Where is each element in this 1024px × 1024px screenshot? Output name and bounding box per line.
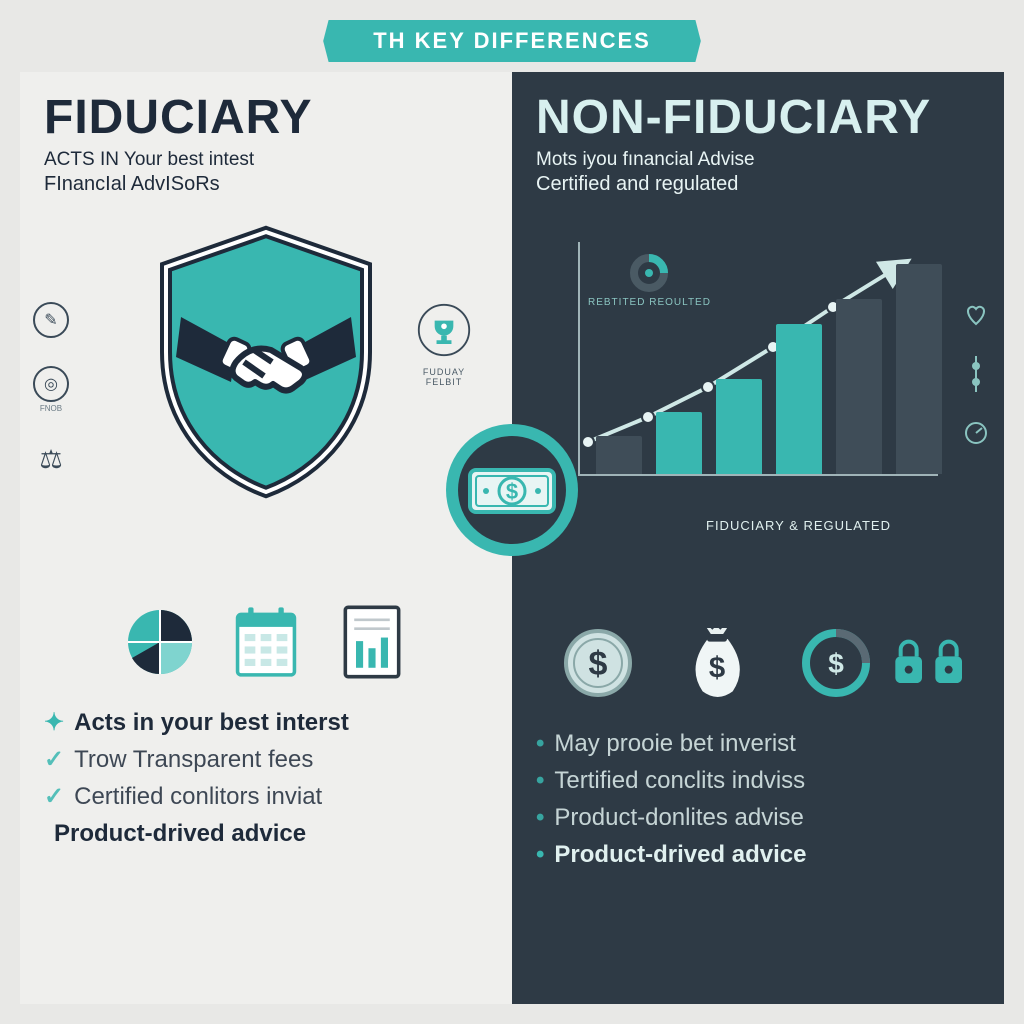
svg-text:$: $: [506, 479, 518, 504]
chart-top-label-text: REBTITED REOULTED: [588, 297, 711, 308]
fiduciary-subtitle-1: ACTS IN Your best intest: [44, 149, 254, 170]
bar: [896, 264, 942, 474]
bullet-item: Certified conlitors inviat: [44, 778, 488, 815]
non-fiduciary-subtitle: Mots iyou fınancial Advise Certified and…: [536, 149, 980, 196]
mid-label: FIDUCIARY & REGULATED: [706, 518, 980, 533]
non-fiduciary-bullets: May prooie bet inveristTertified conclit…: [536, 725, 980, 874]
left-icon-row: [44, 522, 488, 682]
fiduciary-bullets: Acts in your best interstTrow Transparen…: [44, 704, 488, 853]
bullet-item: Trow Transparent fees: [44, 741, 488, 778]
x-axis: [578, 474, 938, 476]
bullet-item: May prooie bet inverist: [536, 725, 980, 762]
non-fiduciary-column: NON-FIDUCIARY Mots iyou fınancial Advise…: [512, 72, 1004, 1004]
shield-hero: [44, 212, 488, 512]
bar: [716, 379, 762, 474]
lock-pair-icon: [900, 603, 960, 703]
fiduciary-subtitle-2: FInancIal AdvISoRs: [44, 172, 488, 196]
title-banner: TH KEY DIFFERENCES: [333, 20, 691, 62]
dollar-badge: $: [442, 420, 582, 560]
svg-text:$: $: [828, 648, 844, 679]
chart-top-label: REBTITED REOULTED: [588, 252, 711, 308]
calendar-icon: [224, 582, 308, 682]
fiduciary-column: FIDUCIARY ACTS IN Your best intest FInan…: [20, 72, 512, 1004]
bar: [596, 436, 642, 474]
bar: [836, 299, 882, 474]
shield-handshake-icon: [136, 222, 396, 502]
chart-hero: REBTITED REOULTED: [536, 212, 980, 512]
bullet-item: Product-donlites advise: [536, 799, 980, 836]
coin-icon: $: [556, 603, 640, 703]
growth-bar-chart: REBTITED REOULTED: [578, 242, 938, 482]
bullet-item: Tertified conclits indviss: [536, 762, 980, 799]
bullet-item: Product-drived advice: [44, 815, 488, 852]
fiduciary-subtitle: ACTS IN Your best intest FInancIal AdvIS…: [44, 149, 488, 196]
document-chart-icon: [330, 582, 414, 682]
bullet-item: Product-drived advice: [536, 836, 980, 873]
non-fiduciary-subtitle-1: Mots iyou fınancial Advise: [536, 149, 755, 170]
svg-text:$: $: [589, 645, 608, 683]
non-fiduciary-title: NON-FIDUCIARY: [536, 90, 980, 145]
infographic-frame: TH KEY DIFFERENCES FIDUCIARY ACTS IN You…: [20, 20, 1004, 1004]
bar: [656, 412, 702, 474]
fiduciary-title: FIDUCIARY: [44, 90, 488, 145]
right-icon-row: $ $ $: [536, 543, 980, 703]
bullet-item: Acts in your best interst: [44, 704, 488, 741]
dollar-ring-icon: $: [794, 603, 878, 703]
non-fiduciary-subtitle-2: Certified and regulated: [536, 172, 980, 196]
donut-icon: [628, 252, 670, 294]
pie-chart-icon: [118, 582, 202, 682]
money-bag-icon: $: [662, 603, 772, 703]
bar: [776, 324, 822, 474]
svg-text:$: $: [709, 651, 725, 684]
